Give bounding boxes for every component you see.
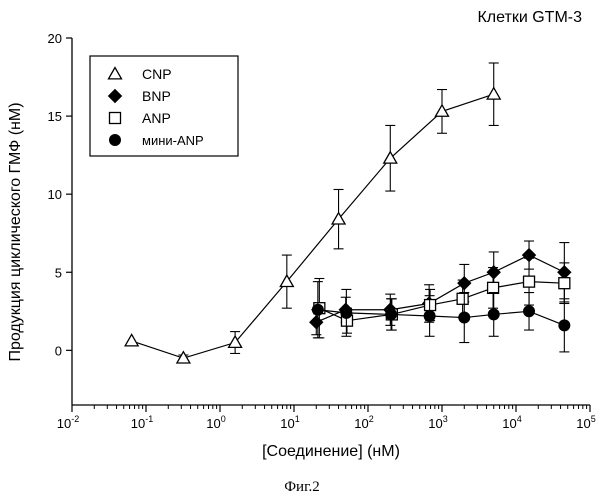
data-point <box>385 308 397 320</box>
data-point <box>457 293 468 304</box>
data-point <box>488 282 499 293</box>
data-point <box>559 278 570 289</box>
chart: Клетки GTM-3 Продукция циклического ГМФ … <box>0 0 604 500</box>
data-point <box>488 308 500 320</box>
legend-label: CNP <box>142 66 172 82</box>
y-tick-label: 10 <box>48 187 62 202</box>
legend-label: BNP <box>142 88 171 104</box>
y-tick-label: 20 <box>48 31 62 46</box>
legend-marker <box>109 134 121 146</box>
chart-title: Клетки GTM-3 <box>477 9 582 26</box>
data-point <box>524 276 535 287</box>
legend: CNP BNP ANP мини-ANP <box>90 56 238 156</box>
x-axis-label: [Соединение] (нМ) <box>262 443 400 460</box>
y-tick-label: 15 <box>48 109 62 124</box>
y-tick-label: 0 <box>55 343 62 358</box>
legend-marker <box>110 113 121 124</box>
data-point <box>458 312 470 324</box>
data-point <box>558 319 570 331</box>
y-axis-label: Продукция циклического ГМФ (нМ) <box>7 102 24 361</box>
legend-label: мини-ANP <box>142 133 204 148</box>
figure-caption: Фиг.2 <box>284 479 320 495</box>
legend-label: ANP <box>142 110 171 126</box>
data-point <box>424 310 436 322</box>
data-point <box>340 307 352 319</box>
data-point <box>312 304 324 316</box>
data-point <box>523 305 535 317</box>
y-tick-label: 5 <box>55 265 62 280</box>
